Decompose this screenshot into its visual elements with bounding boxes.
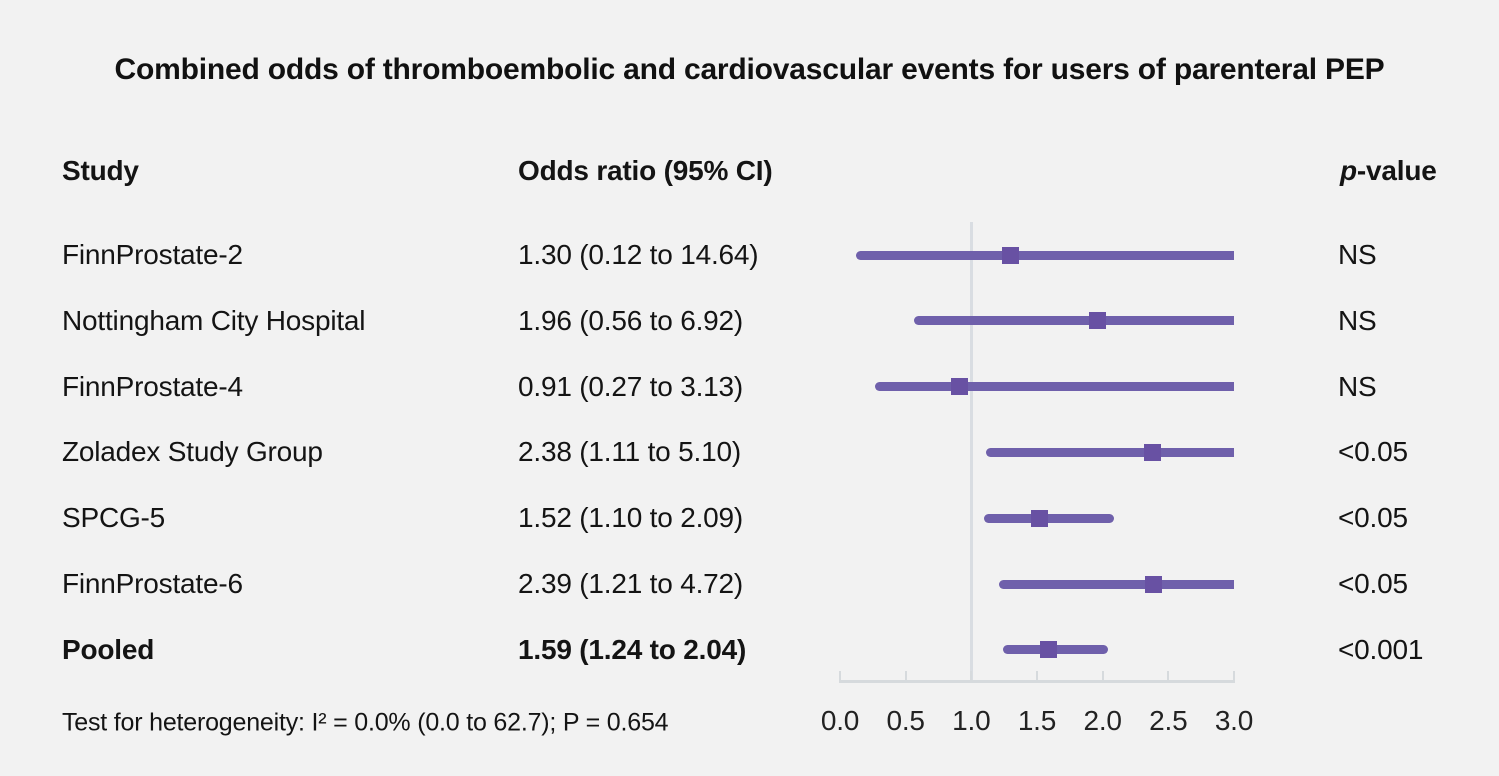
x-axis-tick-label: 1.0: [952, 705, 991, 736]
x-axis-tick-label: 0.0: [820, 705, 860, 736]
x-axis-line: [839, 680, 1235, 683]
study-label: Zoladex Study Group: [62, 436, 323, 468]
or-marker: [1040, 641, 1058, 659]
study-label: FinnProstate-2: [62, 239, 243, 270]
or-marker: [1144, 443, 1162, 461]
odds-ratio-text: 0.91 (0.27 to 3.13): [518, 370, 744, 402]
x-axis-tick: [839, 671, 841, 681]
x-axis-tick-label: 3.0: [1214, 705, 1254, 736]
or-marker: [1002, 246, 1020, 264]
x-axis-tick: [970, 671, 973, 681]
odds-ratio-text: 1.59 (1.24 to 2.04): [518, 633, 747, 665]
heterogeneity-note: Test for heterogeneity: I² = 0.0% (0.0 t…: [62, 708, 669, 737]
x-axis-tick: [1232, 671, 1235, 681]
or-marker: [1031, 509, 1049, 527]
x-axis-tick-label: 2.0: [1083, 705, 1122, 736]
p-value-text: <0.05: [1338, 502, 1408, 534]
ci-line: [984, 513, 1115, 523]
ci-line: [998, 579, 1234, 589]
study-label: Pooled: [62, 633, 155, 665]
x-axis-tick: [1101, 671, 1104, 681]
x-axis-tick: [1167, 671, 1170, 681]
study-label: FinnProstate-6: [62, 568, 243, 599]
column-header-odds-ratio: Odds ratio (95% CI): [518, 155, 773, 186]
odds-ratio-text: 2.39 (1.21 to 4.72): [518, 568, 744, 599]
ci-line: [985, 447, 1234, 457]
or-marker: [1088, 312, 1106, 330]
p-value-header-italic-p: p: [1340, 155, 1357, 186]
ci-line: [855, 250, 1234, 260]
study-label: SPCG-5: [62, 502, 166, 534]
column-header-p-value: p-value: [1340, 155, 1437, 187]
column-header-study: Study: [62, 155, 139, 186]
x-axis-tick-label: 2.5: [1149, 705, 1188, 736]
ci-line: [875, 382, 1234, 392]
odds-ratio-text: 1.30 (0.12 to 14.64): [518, 239, 759, 270]
p-value-text: <0.05: [1338, 436, 1408, 468]
x-axis-tick: [904, 671, 907, 681]
or-marker: [1145, 575, 1163, 593]
p-value-text: <0.05: [1338, 568, 1408, 599]
odds-ratio-text: 2.38 (1.11 to 5.10): [518, 436, 741, 468]
p-value-text: <0.001: [1338, 633, 1424, 665]
study-label: Nottingham City Hospital: [62, 304, 366, 336]
odds-ratio-text: 1.52 (1.10 to 2.09): [518, 502, 744, 534]
page-title: Combined odds of thromboembolic and card…: [114, 53, 1385, 86]
p-value-text: NS: [1338, 370, 1377, 402]
p-value-text: NS: [1338, 239, 1377, 270]
p-value-header-rest: -value: [1356, 155, 1437, 186]
x-axis-tick: [1035, 671, 1038, 681]
odds-ratio-text: 1.96 (0.56 to 6.92): [518, 304, 744, 336]
study-label: FinnProstate-4: [62, 370, 243, 402]
or-marker: [951, 378, 968, 396]
x-axis-tick-label: 0.5: [886, 705, 925, 736]
x-axis-tick-label: 1.5: [1017, 705, 1057, 736]
ci-line: [913, 316, 1234, 326]
reference-line: [969, 222, 973, 682]
p-value-text: NS: [1338, 304, 1377, 336]
